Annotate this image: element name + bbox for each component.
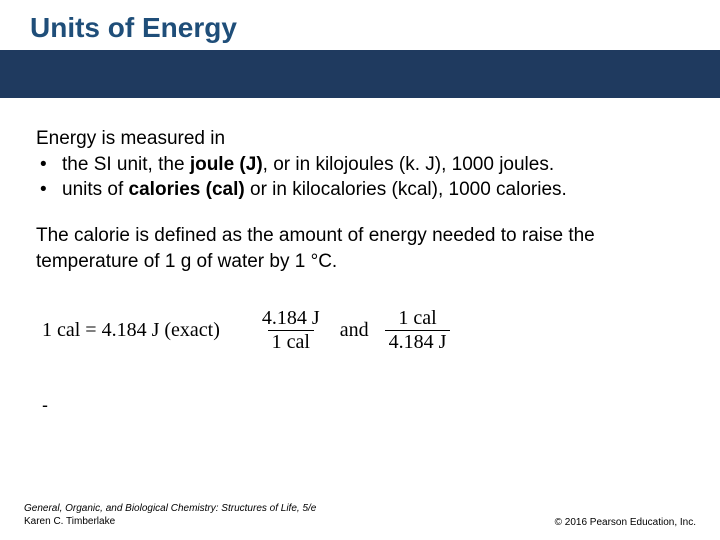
fraction-2-numerator: 1 cal	[394, 308, 440, 330]
bullet-item: • the SI unit, the joule (J), or in kilo…	[36, 152, 684, 178]
fraction-2-denominator: 4.184 J	[385, 330, 451, 353]
fraction-1: 4.184 J 1 cal	[258, 308, 324, 353]
intro-text: Energy is measured in	[36, 126, 684, 152]
bullet-marker: •	[36, 177, 62, 203]
bullet-pre: units of	[62, 179, 129, 200]
bullet-bold: joule (J)	[190, 154, 263, 175]
equation-area: 1 cal = 4.184 J (exact) 4.184 J 1 cal an…	[36, 308, 684, 353]
footer-book-title: General, Organic, and Biological Chemist…	[24, 503, 316, 516]
bullet-post: or in kilocalories (kcal), 1000 calories…	[245, 179, 567, 200]
header-bar	[0, 50, 720, 98]
bullet-marker: •	[36, 152, 62, 178]
fraction-1-denominator: 1 cal	[268, 330, 314, 353]
fraction-2: 1 cal 4.184 J	[385, 308, 451, 353]
equation-and: and	[340, 317, 369, 344]
footer-left: General, Organic, and Biological Chemist…	[24, 503, 316, 528]
bullet-list: • the SI unit, the joule (J), or in kilo…	[36, 152, 684, 203]
bullet-post: , or in kilojoules (k. J), 1000 joules.	[263, 154, 554, 175]
dash-text: -	[36, 393, 684, 417]
footer: General, Organic, and Biological Chemist…	[0, 503, 720, 528]
bullet-pre: the SI unit, the	[62, 154, 190, 175]
fraction-1-numerator: 4.184 J	[258, 308, 324, 330]
bullet-text: units of calories (cal) or in kilocalori…	[62, 177, 684, 203]
bullet-bold: calories (cal)	[129, 179, 245, 200]
title-area: Units of Energy	[0, 0, 720, 50]
bullet-item: • units of calories (cal) or in kilocalo…	[36, 177, 684, 203]
footer-copyright: © 2016 Pearson Education, Inc.	[555, 517, 696, 528]
bullet-text: the SI unit, the joule (J), or in kilojo…	[62, 152, 684, 178]
content-area: Energy is measured in • the SI unit, the…	[0, 98, 720, 418]
paragraph-calorie: The calorie is defined as the amount of …	[36, 223, 684, 274]
slide-title: Units of Energy	[30, 12, 720, 44]
footer-author: Karen C. Timberlake	[24, 516, 316, 529]
equation-row: 1 cal = 4.184 J (exact) 4.184 J 1 cal an…	[42, 308, 684, 353]
equation-left: 1 cal = 4.184 J (exact)	[42, 317, 220, 344]
